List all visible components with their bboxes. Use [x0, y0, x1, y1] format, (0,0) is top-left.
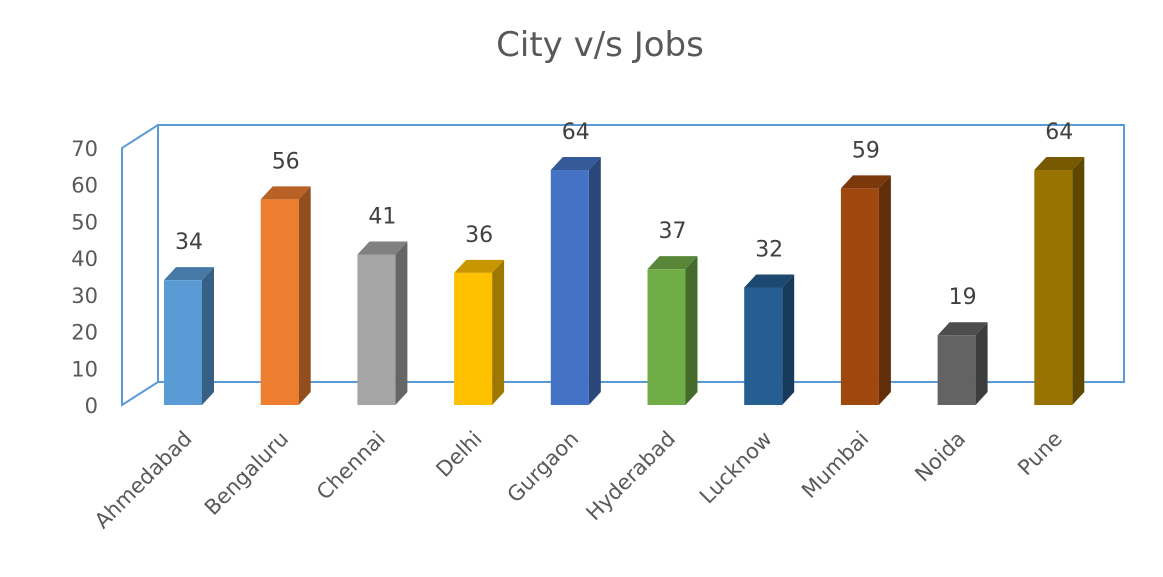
y-tick-label: 40	[71, 247, 98, 271]
bar-front	[164, 280, 202, 405]
y-tick-label: 20	[71, 321, 98, 345]
x-tick-label: Mumbai	[797, 427, 873, 503]
data-label: 41	[368, 204, 396, 229]
x-tick-label: Gurgaon	[503, 427, 584, 508]
side-wall	[121, 124, 159, 407]
data-label: 32	[755, 238, 783, 263]
bar-top	[550, 157, 601, 171]
bar-front	[357, 254, 396, 405]
bar-gurgaon	[550, 157, 601, 405]
bar-side	[975, 322, 988, 405]
bar-hyderabad	[647, 256, 698, 405]
bar-top	[840, 175, 891, 189]
data-label: 64	[562, 120, 590, 145]
bar-front	[647, 269, 686, 405]
bar-front	[1034, 170, 1073, 405]
plot-frame	[121, 124, 1125, 407]
x-tick-label: Chennai	[312, 427, 390, 505]
bar-side	[202, 267, 214, 405]
bar-delhi	[454, 259, 505, 405]
data-label: 59	[852, 138, 880, 163]
data-label: 56	[272, 149, 300, 174]
x-tick-label: Noida	[910, 427, 970, 487]
bar-top	[647, 256, 698, 270]
bar-pune	[1034, 157, 1085, 405]
bar-ahmedabad	[164, 267, 214, 405]
x-tick-label: Delhi	[431, 427, 486, 482]
x-tick-label: Bengaluru	[200, 427, 293, 520]
y-tick-label: 50	[71, 210, 98, 234]
bar-front	[550, 170, 589, 405]
data-label: 36	[465, 223, 493, 248]
bar-top	[164, 267, 214, 281]
data-label: 64	[1045, 120, 1073, 145]
bar-side	[878, 175, 891, 405]
data-label: 37	[659, 219, 687, 244]
bar-bengaluru	[260, 186, 311, 405]
bar-front	[454, 272, 493, 405]
back-wall	[157, 124, 1125, 383]
y-tick-label: 0	[85, 394, 98, 418]
bar-top	[1034, 157, 1085, 171]
bar-front	[937, 335, 976, 405]
x-tick-label: Pune	[1013, 427, 1067, 481]
x-axis-labels: Ahmedabad Bengaluru Chennai Delhi GurgaonHyd…	[90, 427, 1067, 534]
bar-top	[744, 274, 795, 288]
y-tick-label: 70	[71, 137, 98, 161]
bar-side	[782, 274, 795, 405]
bar-front	[744, 287, 783, 405]
bar-front	[840, 188, 879, 405]
y-axis-ticks: 0 10 20 30 40 50 60 70	[71, 137, 98, 418]
x-tick-label: Hyderabad	[581, 427, 680, 526]
bar-top	[454, 259, 505, 273]
bar-side	[685, 256, 698, 405]
bar-top	[357, 241, 408, 255]
y-tick-label: 60	[71, 174, 98, 198]
bar-mumbai	[840, 175, 891, 405]
bar-top	[260, 186, 311, 200]
data-label: 34	[175, 230, 203, 255]
bar-side	[298, 186, 311, 405]
x-tick-label: Ahmedabad	[90, 427, 197, 534]
y-tick-label: 30	[71, 284, 98, 308]
data-label: 19	[949, 285, 977, 310]
bar-front	[260, 199, 299, 405]
bar-side	[1072, 157, 1085, 405]
data-labels-group: 34 56 41 36 64 37 32 59 19 64	[175, 120, 1073, 310]
bar-side	[395, 241, 408, 405]
chart-title: City v/s Jobs	[496, 25, 704, 65]
y-tick-label: 10	[71, 357, 98, 381]
bar-chennai	[357, 241, 408, 405]
bar-top	[937, 322, 988, 336]
bar-lucknow	[744, 274, 795, 405]
bars-group	[164, 157, 1085, 405]
bar-noida	[937, 322, 988, 405]
bar-side	[492, 259, 505, 405]
x-tick-label: Lucknow	[695, 427, 777, 509]
bar-side	[588, 157, 601, 405]
